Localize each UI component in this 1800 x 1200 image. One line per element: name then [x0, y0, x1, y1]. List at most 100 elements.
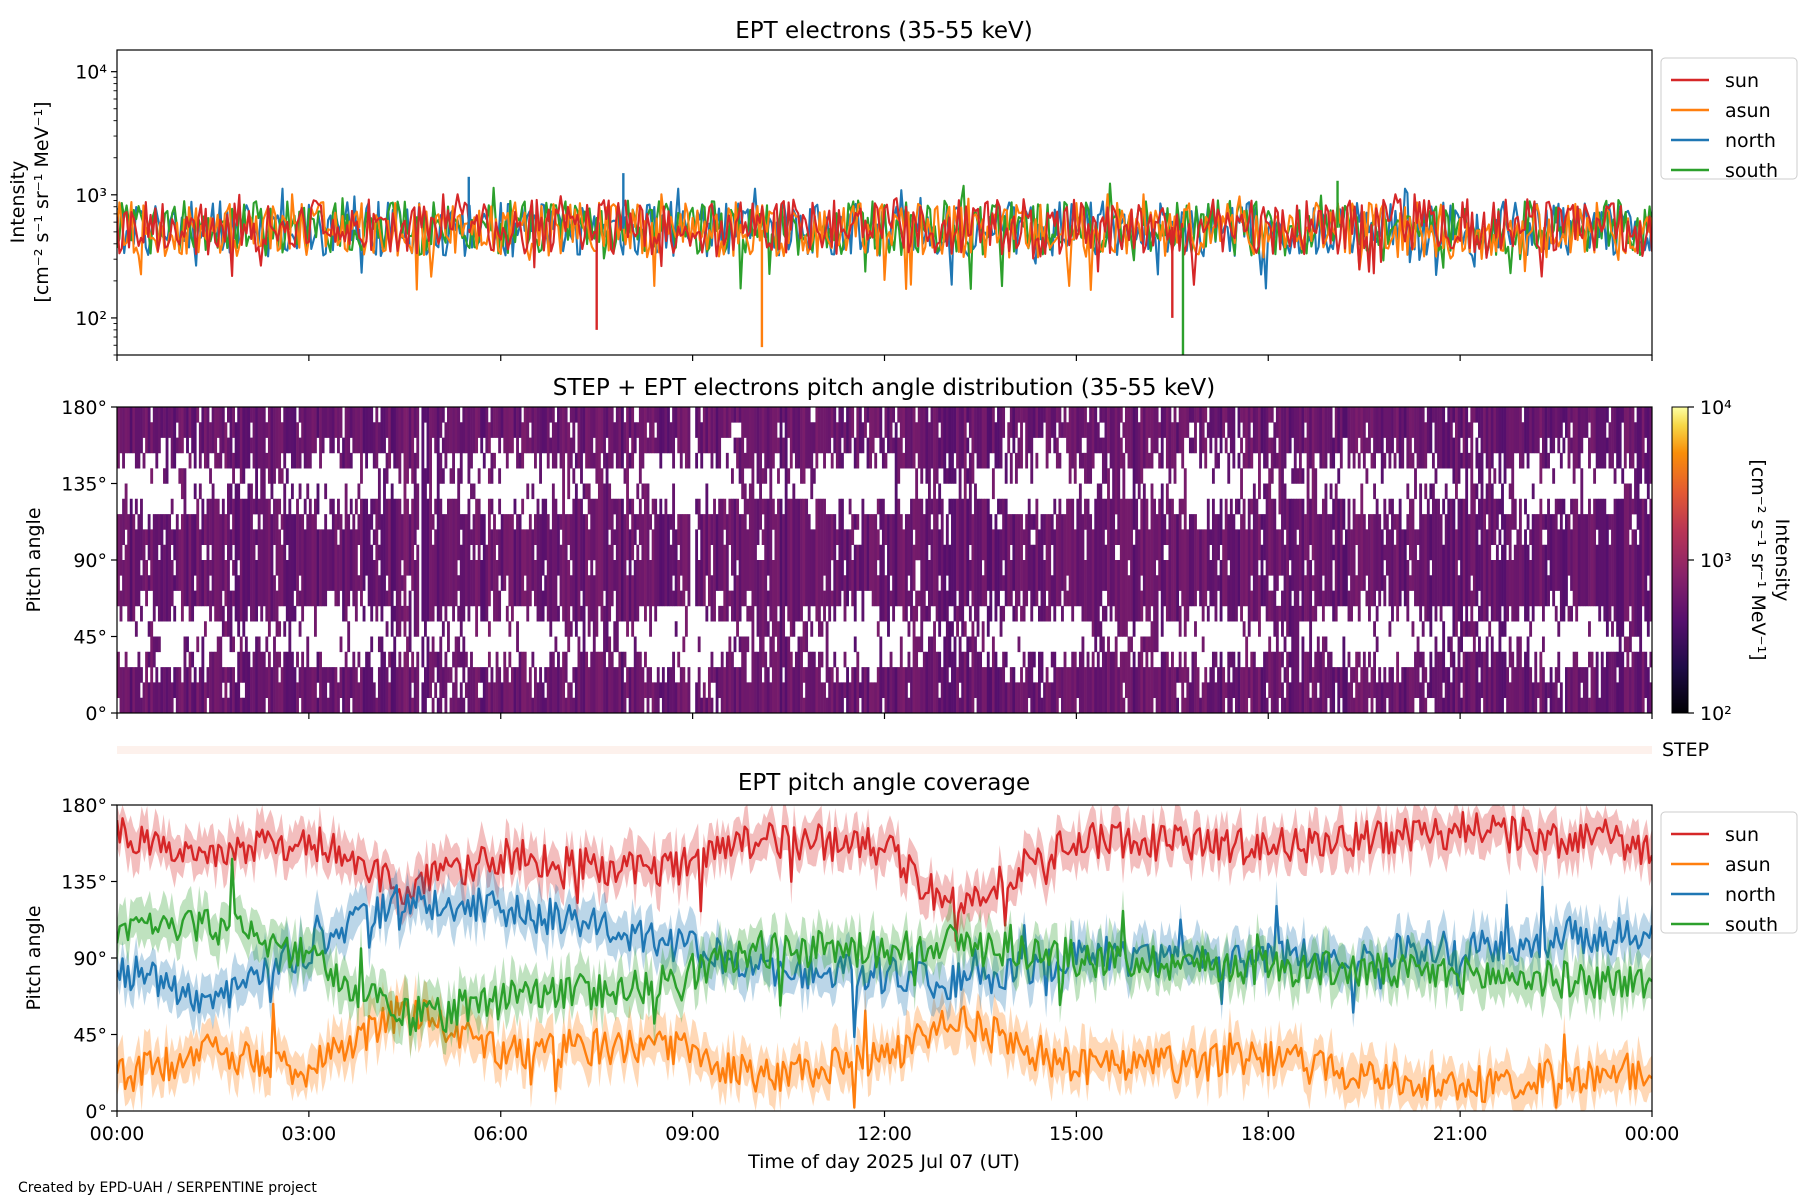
- heatmap-column: [510, 407, 514, 713]
- heatmap-column: [180, 407, 184, 713]
- y-tick-label: 45°: [73, 1025, 107, 1047]
- heatmap-column: [1600, 407, 1604, 713]
- heatmap-column: [1460, 407, 1463, 713]
- heatmap-column: [347, 407, 351, 713]
- heatmap-column: [326, 407, 330, 713]
- heatmap-column: [697, 407, 701, 713]
- heatmap-column: [1634, 422, 1637, 713]
- heatmap-column: [782, 407, 786, 713]
- heatmap-column: [1004, 452, 1008, 713]
- heatmap-column: [1483, 407, 1487, 713]
- series-line-asun: [117, 995, 1652, 1109]
- heatmap-column: [1511, 407, 1515, 713]
- heatmap-column: [789, 407, 793, 713]
- x-tick-label: 03:00: [281, 1123, 336, 1145]
- heatmap-column: [830, 407, 834, 713]
- heatmap-column: [562, 407, 566, 713]
- heatmap-column: [779, 407, 783, 713]
- heatmap-column: [1078, 407, 1082, 713]
- heatmap-column: [620, 407, 624, 713]
- heatmap-column: [815, 407, 819, 713]
- heatmap-column: [1554, 407, 1558, 713]
- heatmap-column: [592, 407, 596, 713]
- heatmap-column: [283, 407, 287, 713]
- heatmap-column: [564, 407, 568, 713]
- heatmap-column: [1319, 407, 1323, 713]
- heatmap-column: [841, 407, 844, 713]
- heatmap-column: [700, 422, 704, 713]
- heatmap-column: [1188, 407, 1192, 713]
- heatmap-column: [1091, 407, 1095, 713]
- heatmap-column: [1478, 407, 1481, 713]
- heatmap-column: [1613, 407, 1617, 713]
- heatmap-column: [1467, 422, 1471, 713]
- heatmap-column: [817, 407, 821, 713]
- heatmap-column: [252, 407, 256, 713]
- heatmap-column: [587, 407, 591, 713]
- credit-text: Created by EPD-UAH / SERPENTINE project: [18, 1180, 317, 1196]
- heatmap-column: [170, 407, 174, 713]
- heatmap-column: [915, 422, 919, 713]
- heatmap-column: [1063, 407, 1067, 713]
- heatmap-column: [1084, 407, 1087, 713]
- heatmap-column: [1119, 407, 1123, 713]
- heatmap-column: [1027, 407, 1031, 698]
- series-line-asun: [117, 193, 1652, 291]
- legend-label-asun: asun: [1725, 854, 1771, 876]
- heatmap-column: [838, 407, 842, 713]
- heatmap-column: [736, 407, 739, 713]
- heatmap-column: [1536, 407, 1540, 698]
- heatmap-column: [168, 407, 172, 713]
- heatmap-column: [1142, 407, 1146, 713]
- heatmap-column: [1153, 407, 1156, 698]
- heatmap-column: [1171, 422, 1174, 713]
- heatmap-column: [920, 407, 924, 713]
- heatmap-column: [117, 407, 120, 698]
- heatmap-column: [1201, 407, 1205, 713]
- heatmap-column: [1575, 407, 1579, 713]
- heatmap-column: [298, 407, 302, 698]
- heatmap-column: [1424, 422, 1428, 713]
- heatmap-column: [462, 407, 466, 713]
- heatmap-column: [615, 407, 619, 713]
- heatmap-column: [1265, 407, 1269, 713]
- heatmap-column: [224, 422, 228, 713]
- heatmap-column: [551, 407, 555, 713]
- heatmap-column: [413, 407, 417, 713]
- heatmap-column: [1301, 407, 1305, 713]
- heatmap-column: [1298, 407, 1302, 713]
- heatmap-column: [377, 422, 381, 713]
- heatmap-column: [669, 422, 673, 713]
- heatmap-column: [134, 407, 138, 713]
- heatmap-column: [1117, 407, 1121, 713]
- heatmap-column: [1391, 407, 1394, 713]
- heatmap-column: [242, 407, 246, 713]
- heatmap-column: [198, 422, 202, 713]
- heatmap-column: [1406, 407, 1410, 713]
- heatmap-column: [828, 407, 832, 713]
- panel-pitch-angle-coverage: EPT pitch angle coverage 0° 45° 90° 135° 180…: [23, 770, 1798, 1173]
- heatmap-column: [319, 407, 322, 713]
- heatmap-column: [1038, 407, 1041, 713]
- x-tick-label: 18:00: [1241, 1123, 1296, 1145]
- heatmap-column: [1380, 407, 1384, 713]
- heatmap-column: [984, 407, 988, 713]
- heatmap-column: [290, 407, 294, 713]
- heatmap-column: [1150, 407, 1154, 713]
- heatmap-column: [1559, 407, 1563, 713]
- heatmap-column: [1444, 422, 1448, 713]
- heatmap-column: [1393, 407, 1397, 713]
- heatmap-column: [631, 407, 635, 713]
- heatmap-column: [1191, 407, 1195, 713]
- heatmap-column: [613, 422, 617, 713]
- heatmap-column: [861, 422, 865, 713]
- heatmap-column: [938, 407, 942, 713]
- heatmap-column: [480, 407, 484, 713]
- heatmap-column: [922, 407, 926, 713]
- heatmap-column: [1605, 407, 1609, 713]
- y-tick-label: 90°: [73, 550, 107, 572]
- heatmap-column: [1140, 407, 1144, 713]
- heatmap-column: [933, 407, 936, 713]
- heatmap-column: [534, 407, 537, 713]
- heatmap-column: [723, 407, 727, 713]
